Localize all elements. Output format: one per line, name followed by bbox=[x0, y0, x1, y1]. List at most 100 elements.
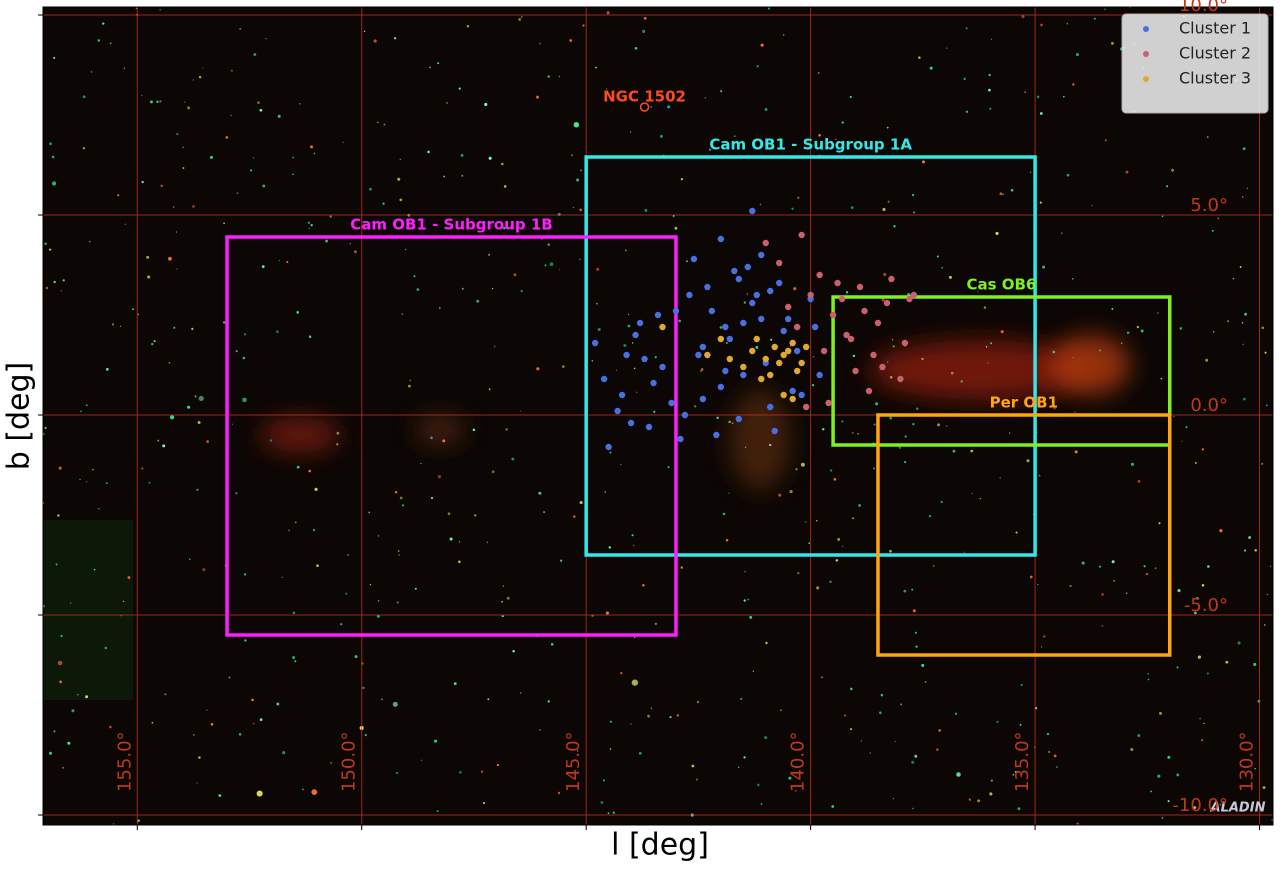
star bbox=[330, 762, 332, 764]
star bbox=[999, 477, 1001, 479]
star bbox=[281, 576, 284, 579]
star bbox=[53, 730, 56, 733]
star bbox=[48, 248, 52, 251]
star bbox=[573, 515, 576, 518]
star bbox=[764, 108, 768, 111]
data-point bbox=[879, 363, 886, 371]
data-point bbox=[861, 307, 868, 315]
star bbox=[642, 584, 645, 587]
star bbox=[602, 779, 605, 782]
star bbox=[1244, 312, 1248, 316]
star bbox=[117, 194, 120, 197]
star bbox=[674, 226, 678, 230]
data-point bbox=[825, 399, 832, 407]
star bbox=[631, 342, 634, 344]
star bbox=[86, 481, 88, 483]
star bbox=[940, 500, 943, 504]
star bbox=[536, 367, 540, 371]
star bbox=[850, 728, 853, 731]
star bbox=[57, 660, 63, 666]
data-point bbox=[780, 351, 787, 359]
star bbox=[667, 466, 670, 469]
star bbox=[576, 178, 580, 182]
star bbox=[815, 519, 818, 522]
star bbox=[881, 298, 885, 302]
star bbox=[746, 293, 748, 295]
star bbox=[313, 152, 316, 155]
star bbox=[789, 490, 793, 494]
star bbox=[461, 287, 464, 290]
data-point bbox=[762, 239, 769, 247]
star bbox=[1026, 459, 1030, 463]
star bbox=[1000, 330, 1004, 334]
legend-marker bbox=[1143, 51, 1149, 57]
star bbox=[757, 783, 760, 787]
data-point bbox=[690, 255, 698, 263]
star bbox=[192, 79, 194, 81]
star bbox=[1125, 170, 1129, 174]
star bbox=[76, 693, 79, 696]
star bbox=[383, 123, 386, 126]
star bbox=[89, 240, 91, 243]
star bbox=[879, 711, 882, 715]
star bbox=[900, 703, 903, 706]
data-point bbox=[802, 343, 810, 351]
star bbox=[1159, 711, 1163, 715]
star bbox=[977, 799, 981, 803]
data-point bbox=[776, 359, 783, 367]
legend-label: Cluster 1 bbox=[1179, 19, 1251, 38]
star bbox=[1038, 474, 1041, 477]
star bbox=[549, 262, 554, 267]
star bbox=[725, 538, 729, 542]
star bbox=[837, 537, 841, 541]
star bbox=[638, 752, 642, 755]
data-point bbox=[668, 399, 675, 407]
star bbox=[169, 415, 175, 420]
star bbox=[1021, 14, 1025, 18]
star bbox=[175, 231, 178, 233]
data-point bbox=[888, 275, 895, 283]
star bbox=[1167, 755, 1171, 759]
star bbox=[842, 545, 844, 548]
star bbox=[1041, 646, 1043, 648]
star bbox=[1069, 584, 1072, 588]
star bbox=[578, 258, 581, 261]
star bbox=[1206, 136, 1209, 139]
star bbox=[458, 560, 461, 564]
star bbox=[1261, 326, 1265, 330]
star bbox=[182, 146, 185, 149]
star bbox=[886, 126, 889, 129]
star bbox=[591, 359, 594, 362]
star bbox=[914, 754, 918, 758]
star bbox=[875, 402, 879, 406]
star bbox=[1111, 560, 1115, 564]
data-point bbox=[641, 355, 648, 363]
star bbox=[382, 202, 385, 205]
star bbox=[336, 431, 340, 435]
data-point bbox=[793, 323, 801, 331]
star bbox=[206, 440, 209, 443]
star bbox=[308, 335, 312, 338]
star bbox=[737, 766, 740, 769]
star bbox=[672, 215, 675, 217]
star bbox=[394, 491, 398, 494]
data-point bbox=[726, 335, 734, 343]
star bbox=[294, 660, 297, 663]
data-point bbox=[874, 319, 882, 327]
star bbox=[261, 265, 265, 269]
star bbox=[286, 260, 289, 264]
star bbox=[608, 546, 611, 549]
star bbox=[1012, 773, 1015, 776]
star bbox=[278, 259, 280, 262]
star bbox=[520, 16, 523, 18]
data-point bbox=[910, 291, 918, 299]
star bbox=[569, 39, 573, 42]
star bbox=[184, 101, 186, 103]
star bbox=[198, 756, 201, 759]
star bbox=[109, 42, 112, 45]
star bbox=[294, 521, 297, 524]
star bbox=[1154, 567, 1157, 570]
star bbox=[946, 47, 948, 49]
star bbox=[1243, 549, 1247, 552]
star bbox=[728, 492, 730, 494]
